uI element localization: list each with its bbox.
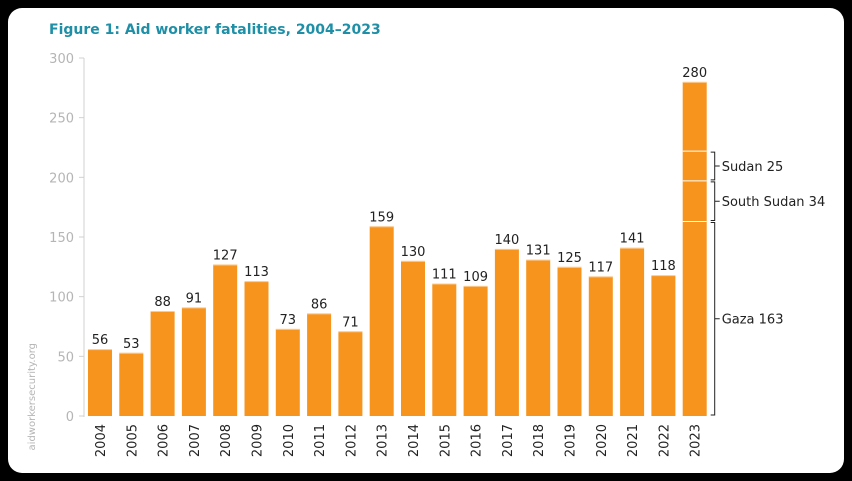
bar-2004 — [88, 349, 112, 416]
data-label-2013: 159 — [369, 210, 394, 225]
breakdown-label-2: Sudan 25 — [722, 160, 784, 175]
x-tick-label-2011: 2011 — [313, 424, 328, 457]
bar-2020 — [588, 276, 613, 416]
x-tick-label-2009: 2009 — [251, 424, 266, 457]
x-tick-label-2020: 2020 — [595, 424, 610, 457]
bar-2014 — [401, 260, 425, 416]
bar-2013 — [369, 226, 394, 416]
x-tick-label-2023: 2023 — [689, 424, 704, 457]
x-tick-label-2005: 2005 — [125, 424, 140, 457]
bar-2005 — [119, 352, 144, 416]
x-tick-label-2018: 2018 — [532, 424, 547, 457]
y-tick-label: 250 — [49, 112, 74, 127]
chart-title: Figure 1: Aid worker fatalities, 2004–20… — [49, 22, 381, 38]
y-tick-label: 0 — [66, 410, 74, 425]
x-tick-label-2008: 2008 — [219, 424, 234, 457]
bar-2021 — [620, 247, 645, 416]
x-tick-label-2019: 2019 — [564, 424, 579, 457]
chart-labels: 56 2004 53 2005 88 2006 91 2007 127 2008 113 2009 73… — [92, 66, 707, 457]
x-tick-label-2012: 2012 — [344, 424, 359, 457]
data-label-2010: 73 — [280, 313, 297, 328]
bar-2006 — [150, 310, 175, 416]
chart-bars — [88, 81, 707, 416]
data-label-2023: 280 — [682, 66, 707, 81]
chart-axes: 0 50 100 150 200 250 300 — [49, 52, 85, 425]
y-tick-label: 150 — [49, 231, 74, 246]
bar-2007 — [181, 307, 206, 416]
data-label-2005: 53 — [123, 337, 140, 352]
x-tick-label-2017: 2017 — [501, 424, 516, 457]
data-label-2007: 91 — [186, 291, 203, 306]
data-label-2006: 88 — [154, 295, 171, 310]
data-label-2022: 118 — [651, 259, 676, 274]
y-tick-label: 50 — [57, 350, 74, 365]
bar-2009 — [244, 281, 269, 416]
x-tick-label-2010: 2010 — [282, 424, 297, 457]
data-label-2018: 131 — [526, 244, 551, 259]
breakdown-label-1: South Sudan 34 — [722, 195, 826, 210]
y-tick-label: 100 — [49, 291, 74, 306]
x-tick-label-2004: 2004 — [94, 424, 109, 457]
bar-2023 — [682, 81, 707, 416]
bar-2010 — [275, 328, 300, 416]
data-label-2015: 111 — [432, 268, 457, 283]
data-label-2009: 113 — [244, 265, 269, 280]
bar-2019 — [557, 266, 582, 416]
data-label-2011: 86 — [311, 297, 328, 312]
bar-2015 — [432, 283, 457, 416]
x-tick-label-2013: 2013 — [376, 424, 391, 457]
x-tick-label-2022: 2022 — [657, 424, 672, 457]
data-label-2014: 130 — [401, 245, 426, 260]
y-tick-label: 200 — [49, 171, 74, 186]
data-label-2016: 109 — [463, 270, 488, 285]
data-label-2004: 56 — [92, 333, 109, 348]
bar-2008 — [213, 264, 238, 416]
breakdown-2023: Gaza 163 South Sudan 34 Sudan 25 — [682, 150, 826, 416]
data-label-2008: 127 — [213, 248, 238, 263]
y-tick-label: 300 — [49, 52, 74, 67]
data-label-2012: 71 — [342, 315, 359, 330]
x-tick-label-2016: 2016 — [470, 424, 485, 457]
data-label-2020: 117 — [588, 260, 613, 275]
bracket-1 — [710, 181, 720, 221]
x-tick-label-2014: 2014 — [407, 424, 422, 457]
bracket-0 — [710, 221, 720, 416]
x-tick-label-2015: 2015 — [438, 424, 453, 457]
bar-2012 — [338, 331, 363, 416]
bar-2011 — [307, 313, 332, 416]
data-label-2017: 140 — [494, 233, 519, 248]
data-label-2019: 125 — [557, 251, 582, 266]
bar-2018 — [526, 259, 551, 416]
bar-2022 — [651, 275, 676, 416]
bracket-2 — [710, 151, 720, 181]
bar-2016 — [463, 285, 488, 416]
breakdown-label-0: Gaza 163 — [722, 313, 784, 328]
x-tick-label-2007: 2007 — [188, 424, 203, 457]
x-tick-label-2021: 2021 — [626, 424, 641, 457]
x-tick-label-2006: 2006 — [157, 424, 172, 457]
bar-2017 — [494, 248, 519, 416]
data-label-2021: 141 — [620, 232, 645, 247]
